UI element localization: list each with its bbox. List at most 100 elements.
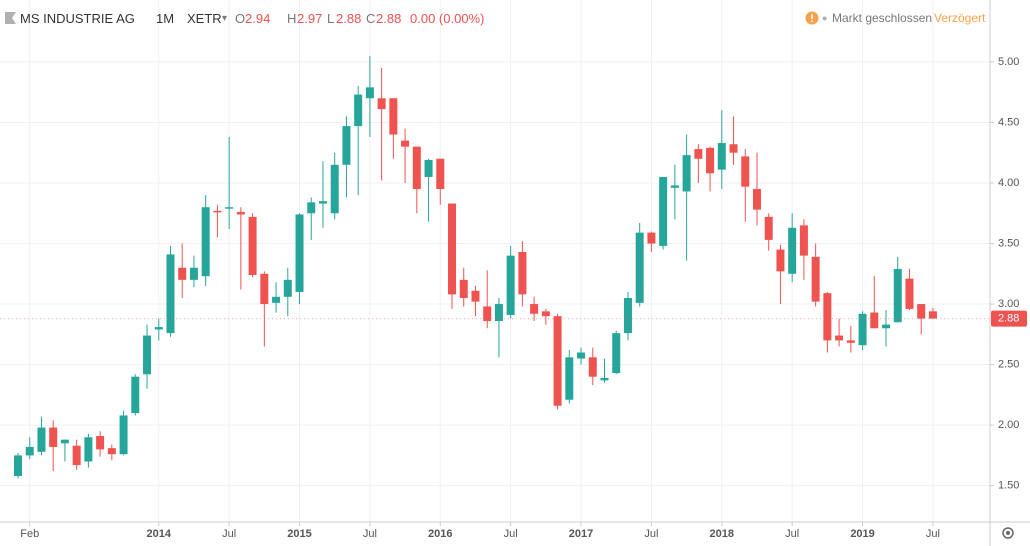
x-tick-label: 2016 [428, 528, 452, 540]
candle-body [14, 455, 22, 476]
candle-body [530, 304, 539, 314]
candle-body [917, 304, 926, 319]
candle-body [295, 214, 304, 292]
y-tick-label: 2.50 [998, 359, 1019, 371]
interval: 1M [156, 11, 175, 26]
candle-body [799, 225, 808, 256]
candle-body [436, 158, 445, 190]
candle-body [25, 446, 34, 456]
candle-body [330, 164, 339, 214]
candle-body [706, 147, 715, 174]
status: Markt geschlossen [832, 11, 933, 25]
candle-body [377, 98, 386, 110]
candle-body [424, 159, 433, 177]
candle-body [893, 268, 902, 323]
candle-body [846, 340, 855, 343]
candle-body [260, 273, 269, 305]
candle-body [225, 207, 234, 209]
candle-body [354, 94, 363, 127]
x-tick-label: Jul [926, 528, 940, 540]
candle-body [694, 149, 703, 159]
candle-body [623, 298, 632, 334]
candle-body [588, 357, 597, 377]
candle-body [189, 267, 198, 280]
candle-body [272, 296, 281, 303]
candle-body [635, 232, 644, 303]
candle-body [752, 189, 761, 210]
candle-body [154, 327, 163, 330]
x-tick-label: 2017 [569, 528, 593, 540]
candle-body [659, 176, 668, 246]
candle-body [682, 155, 691, 192]
candle-body [764, 216, 773, 240]
gear-center[interactable] [1006, 531, 1010, 535]
candle-body [49, 427, 58, 447]
x-tick-label: Feb [20, 528, 39, 540]
candle-body [236, 212, 245, 215]
exchange: XETR [187, 11, 222, 26]
symbol-icon [5, 12, 16, 24]
ohlc-label: L [327, 11, 335, 26]
candle-body [741, 156, 750, 187]
candle-body [870, 312, 879, 329]
ohlc-label: H [287, 11, 297, 26]
candle-body [858, 313, 867, 346]
x-tick-label: Jul [363, 528, 377, 540]
last-price-badge [991, 310, 1027, 327]
candle-body [459, 279, 468, 299]
gear[interactable] [1002, 527, 1014, 539]
candle-body [201, 207, 210, 277]
candle-body [131, 376, 140, 414]
candle-body [248, 216, 257, 276]
candle-body [213, 210, 222, 213]
grid [0, 0, 990, 522]
settings-icon[interactable] [1002, 527, 1014, 539]
candle-body [823, 293, 832, 341]
candle-body [166, 254, 175, 334]
ohlc-value: 2.94 [245, 11, 271, 26]
candle-body [835, 335, 844, 341]
candle-body [96, 436, 105, 450]
candle-body [307, 202, 316, 214]
candle-body [143, 335, 152, 375]
candle-body [448, 203, 457, 295]
y-tick-label: 5.00 [998, 56, 1019, 68]
candle-body [37, 427, 46, 452]
candle-body [541, 311, 550, 317]
status-dot: ● [822, 13, 828, 23]
x-tick-label: 2018 [710, 528, 734, 540]
candle-body [483, 306, 492, 322]
status-icon[interactable] [805, 11, 819, 25]
dropdown[interactable]: ▾ [222, 13, 228, 24]
candle-body [365, 87, 374, 99]
candle-body [518, 251, 527, 295]
ohlc-label: C [366, 11, 376, 26]
delay[interactable]: Verzögert [934, 11, 986, 25]
x-tick-label: Jul [504, 528, 518, 540]
candle-body [670, 185, 679, 188]
ohlc-value: 2.97 [297, 11, 323, 26]
candle-body [577, 352, 586, 359]
candle-body [84, 437, 93, 462]
x-tick-label: 2015 [287, 528, 311, 540]
candle-body [565, 357, 574, 400]
y-tick-label: 2.00 [998, 419, 1019, 431]
y-tick-label: 4.50 [998, 116, 1019, 128]
candle-body [647, 232, 656, 244]
x-tick-label: Jul [222, 528, 236, 540]
candle-body [401, 140, 410, 147]
candle-body [506, 255, 515, 315]
x-tick-label: 2014 [147, 528, 172, 540]
candle-body [729, 144, 738, 153]
candle-body [717, 143, 726, 170]
candle-body [494, 304, 503, 322]
last-price-label: 2.88 [998, 312, 1019, 324]
candle-body [178, 267, 187, 280]
y-tick-label: 3.50 [998, 237, 1019, 249]
change: 0.00 (0.00%) [410, 11, 485, 26]
candle-body [788, 227, 797, 274]
candle-body [389, 98, 398, 135]
candle-body [119, 415, 128, 455]
